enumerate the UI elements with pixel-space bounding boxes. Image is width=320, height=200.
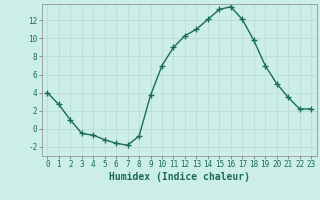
X-axis label: Humidex (Indice chaleur): Humidex (Indice chaleur) <box>109 172 250 182</box>
